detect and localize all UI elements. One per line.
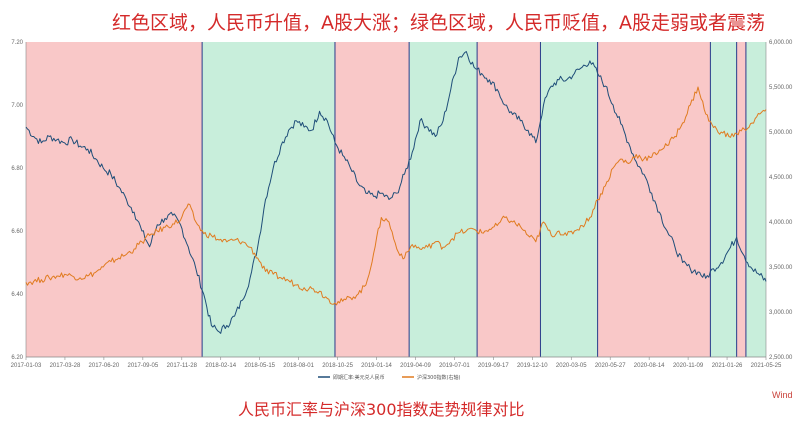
y-right-tick-label: 3,000.00 [769,310,793,316]
x-tick-label: 2017-01-03 [11,363,42,369]
x-tick-label: 2019-01-14 [361,363,392,369]
y-right-tick-label: 2,500.00 [769,355,793,361]
y-right-tick-label: 3,500.00 [769,265,793,271]
x-tick-label: 2017-06-20 [89,363,120,369]
x-tick-label: 2018-02-14 [205,363,236,369]
x-tick-label: 2019-09-17 [478,363,509,369]
y-left-tick-label: 6.80 [11,166,23,172]
y-right-tick-label: 4,500.00 [769,175,793,181]
region-rmb-appreciation-0 [26,42,203,357]
region-rmb-appreciation-6 [597,42,711,357]
region-rmb-depreciation-3 [409,42,478,357]
y-left-tick-label: 7.00 [11,103,23,109]
x-tick-label: 2021-05-25 [751,363,782,369]
legend-label-1: 沪深300指数(右轴) [417,374,460,381]
x-tick-label: 2020-03-05 [556,363,587,369]
x-tick-label: 2019-04-09 [400,363,431,369]
chart-caption: 人民币汇率与沪深300指数走势规律对比 [238,400,525,419]
series-line-1 [25,86,767,306]
data-source-label: Wind [772,390,793,400]
x-tick-label: 2021-01-26 [712,363,743,369]
region-rmb-depreciation-9 [745,42,766,357]
x-tick-label: 2020-05-27 [595,363,626,369]
y-right-tick-label: 5,500.00 [769,85,793,91]
chart-headline: 红色区域，人民币升值，A股大涨；绿色区域，人民币贬值，A股走弱或者震荡 [112,12,765,34]
x-tick-label: 2018-08-01 [283,363,314,369]
region-rmb-depreciation-1 [202,42,335,357]
x-tick-label: 2020-08-14 [634,363,665,369]
y-right-tick-label: 5,000.00 [769,130,793,136]
x-tick-label: 2019-12-10 [517,363,548,369]
x-tick-label: 2018-05-15 [244,363,275,369]
series-line-0 [25,51,767,334]
legend-label-0: 即期汇率:美元兑人民币 [333,374,385,381]
region-rmb-appreciation-8 [736,42,746,357]
y-right-tick-label: 6,000.00 [769,40,793,46]
x-tick-label: 2020-11-09 [673,363,704,369]
x-tick-label: 2018-10-25 [322,363,353,369]
x-tick-label: 2017-03-28 [50,363,81,369]
x-tick-label: 2019-07-01 [439,363,470,369]
y-right-tick-label: 4,000.00 [769,220,793,226]
region-rmb-appreciation-2 [334,42,410,357]
region-rmb-depreciation-5 [540,42,598,357]
y-left-tick-label: 6.60 [11,229,23,235]
x-tick-label: 2017-09-05 [127,363,158,369]
region-rmb-depreciation-7 [710,42,737,357]
region-rmb-appreciation-4 [477,42,541,357]
y-left-tick-label: 6.40 [11,292,23,298]
x-tick-label: 2017-11-28 [167,363,198,369]
y-left-tick-label: 7.20 [11,40,23,46]
y-left-tick-label: 6.20 [11,355,23,361]
